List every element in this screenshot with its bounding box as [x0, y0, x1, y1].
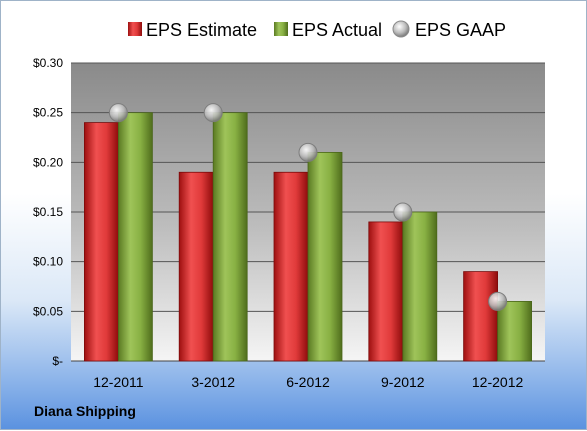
- gaap-markers: [108, 103, 508, 311]
- y-tick-label: $0.25: [33, 106, 63, 120]
- bar-eps-actual: [212, 112, 248, 362]
- y-tick-label: $0.05: [33, 304, 63, 318]
- legend-swatch-estimate: [128, 22, 142, 36]
- y-tick-label: $0.20: [33, 155, 63, 169]
- marker-eps-gaap: [108, 103, 128, 123]
- bar-eps-actual: [118, 112, 153, 362]
- bar-eps-actual: [497, 300, 533, 362]
- x-tick-label: 6-2012: [286, 374, 330, 390]
- x-tick-label: 12-2011: [93, 374, 144, 390]
- legend-swatch-actual: [274, 22, 288, 36]
- x-tick-label: 12-2012: [472, 374, 524, 390]
- bar-eps-estimate: [178, 171, 214, 362]
- bar-eps-estimate: [368, 221, 404, 362]
- legend-label-gaap: EPS GAAP: [415, 20, 506, 40]
- bar-eps-actual: [307, 151, 343, 362]
- bar-eps-estimate: [463, 271, 499, 362]
- bar-eps-estimate: [84, 122, 119, 362]
- marker-eps-gaap: [298, 142, 318, 162]
- marker-eps-gaap: [393, 202, 413, 222]
- legend-label-estimate: EPS Estimate: [146, 20, 257, 40]
- marker-eps-gaap: [488, 291, 508, 311]
- y-tick-label: $0.10: [33, 255, 63, 269]
- company-name: Diana Shipping: [34, 403, 136, 419]
- x-tick-label: 3-2012: [191, 374, 235, 390]
- legend-label-actual: EPS Actual: [292, 20, 382, 40]
- bar-eps-estimate: [273, 171, 309, 362]
- legend-swatch-gaap: [392, 20, 410, 38]
- y-tick-label: $0.15: [33, 205, 63, 219]
- x-tick-label: 9-2012: [381, 374, 425, 390]
- marker-eps-gaap: [203, 103, 223, 123]
- bars: [84, 112, 533, 362]
- bar-eps-actual: [402, 211, 438, 362]
- y-tick-label: $-: [52, 354, 63, 368]
- x-axis-ticks: 12-2011 3-2012 6-2012 9-2012 12-2012: [93, 374, 523, 390]
- y-axis-ticks: $- $0.05 $0.10 $0.15 $0.20 $0.25 $0.30: [33, 56, 63, 368]
- legend: EPS Estimate EPS Actual EPS GAAP: [128, 20, 506, 40]
- y-tick-label: $0.30: [33, 56, 63, 70]
